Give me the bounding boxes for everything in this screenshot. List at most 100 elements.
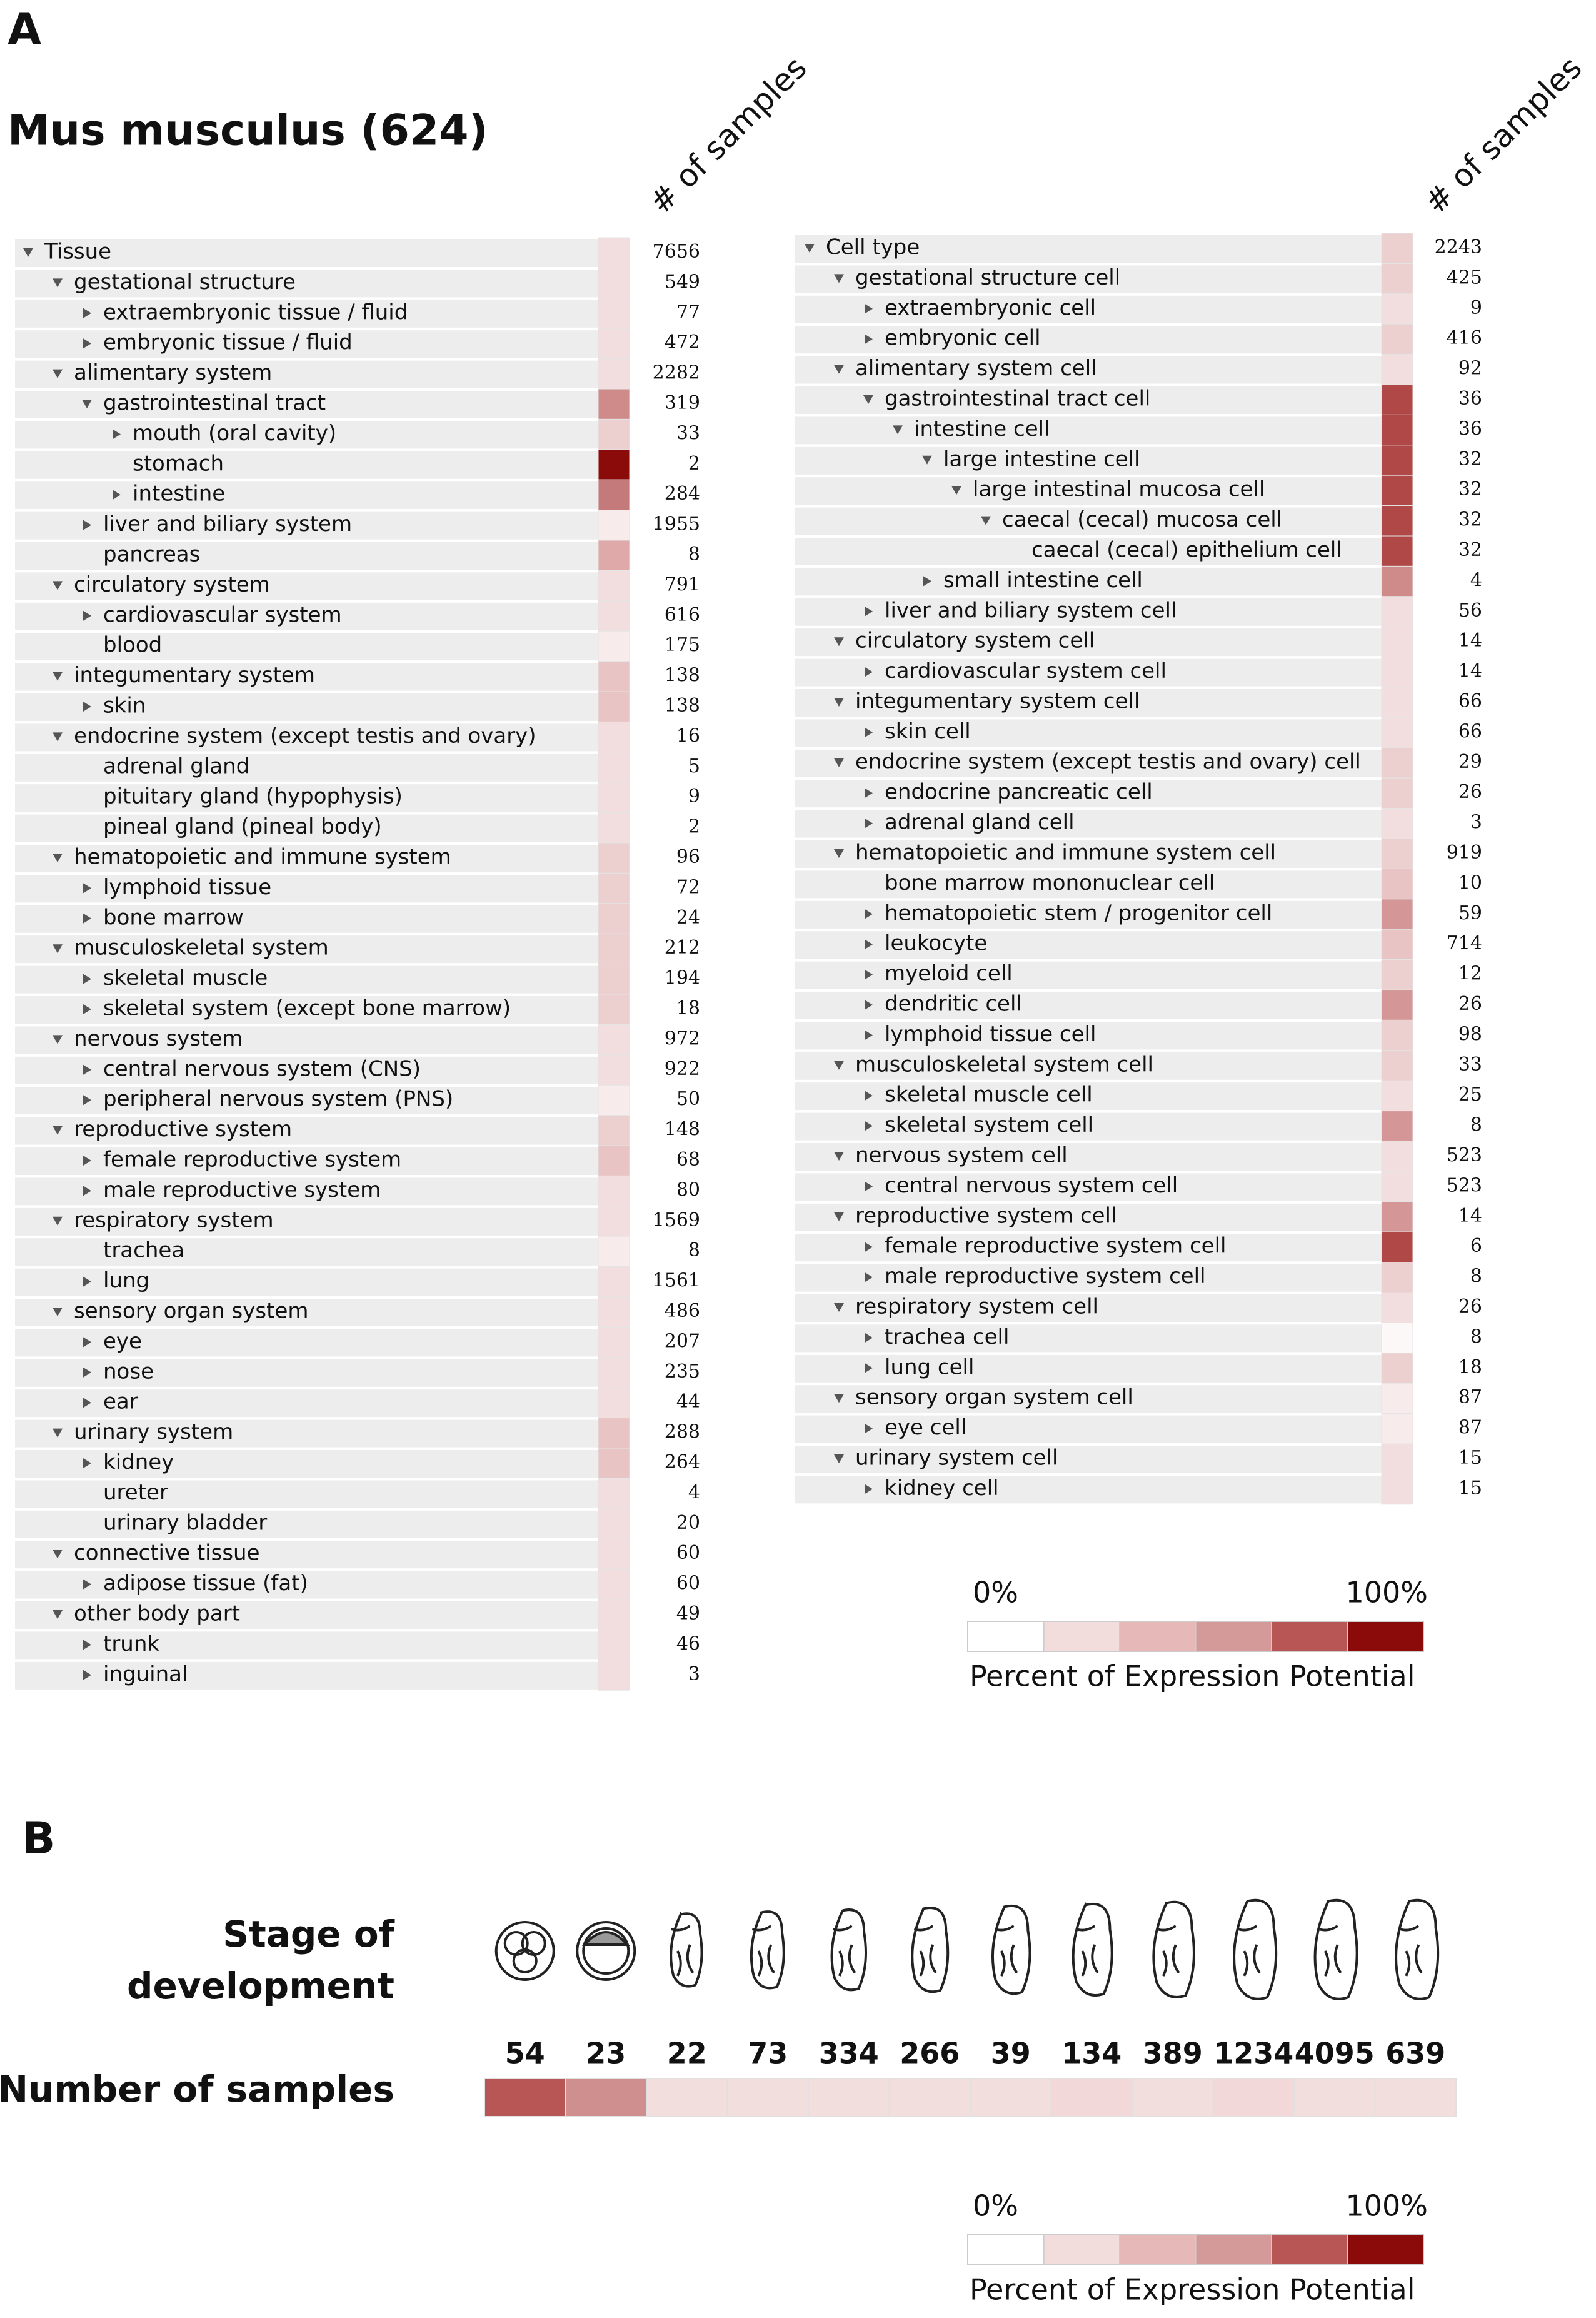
toggle-open [893,425,903,435]
toggle-closed [83,1186,91,1196]
row-count: 25 [1458,1084,1482,1106]
toggle-closed [83,1095,91,1106]
row-strip [15,875,598,903]
heat-cell [598,449,630,480]
heat-cell [1381,1050,1413,1081]
row-label: embryonic tissue / fluid [103,330,353,355]
row-strip [15,239,598,267]
row-count: 36 [1458,388,1482,410]
row-count: 20 [676,1512,700,1534]
row-count: 1561 [653,1270,700,1292]
toggle-closed [865,969,873,980]
row-count: 175 [665,634,700,656]
heat-cell [1381,929,1413,960]
legend-min: 0% [973,1576,1018,1610]
row-strip [795,265,1382,293]
heat-cell [598,933,630,965]
heat-cell [598,994,630,1025]
toggle-open [53,1428,63,1438]
heat-cell [598,1115,630,1146]
row-count: 12 [1458,963,1482,985]
stage-count: 73 [748,2037,788,2070]
heat-cell [1381,263,1413,295]
toggle-open [834,698,844,707]
row-count: 26 [1458,1296,1482,1318]
row-label: adrenal gland cell [885,810,1075,835]
row-label: inguinal [103,1661,188,1686]
stage-count: 4095 [1295,2037,1375,2070]
toggle-open [834,1061,844,1070]
heat-cell [1381,1473,1413,1505]
row-count: 7656 [653,241,700,263]
row-strip [795,1082,1382,1111]
row-label: Cell type [826,235,920,260]
row-count: 8 [688,1239,700,1261]
row-strip [795,1022,1382,1050]
stage-heat-cell [646,2078,728,2117]
row-label: stomach [133,451,224,476]
row-label: central nervous system (CNS) [103,1056,421,1081]
heat-cell [598,1418,630,1449]
row-count: 32 [1458,509,1482,531]
row-count: 1569 [653,1209,700,1231]
heat-cell [598,630,630,662]
row-label: pineal gland (pineal body) [103,814,382,839]
row-strip [15,965,598,994]
row-strip [15,300,598,328]
toggle-open [53,1550,63,1559]
toggle-closed [83,702,91,712]
row-label: female reproductive system cell [885,1234,1226,1259]
row-label: large intestinal mucosa cell [973,477,1265,502]
toggle-closed [83,1398,91,1408]
row-strip [795,840,1382,868]
row-count: 66 [1458,690,1482,712]
row-label: trachea cell [885,1324,1009,1349]
row-label: reproductive system cell [855,1203,1117,1228]
row-label: cardiovascular system cell [885,658,1167,683]
row-label: hematopoietic and immune system cell [855,840,1276,865]
heat-cell [598,1508,630,1539]
row-strip [15,693,598,721]
row-label: respiratory system cell [855,1294,1098,1319]
heat-cell [1381,1443,1413,1474]
heat-cell [598,328,630,360]
row-strip [15,481,598,510]
row-strip [795,446,1382,475]
heat-cell [1381,596,1413,627]
heat-cell [598,388,630,420]
row-strip [795,658,1382,687]
toggle-open [834,1303,844,1312]
toggle-closed [865,1363,873,1373]
row-count: 972 [665,1027,700,1049]
row-label: connective tissue [74,1541,260,1566]
stage-count: 334 [819,2037,879,2070]
row-label: large intestine cell [943,446,1140,471]
toggle-open [805,244,815,253]
stage-icon [576,1921,636,1981]
row-strip [15,663,598,691]
toggle-closed [865,818,873,829]
row-strip [15,723,598,752]
toggle-open [53,1216,63,1226]
row-strip [795,1234,1382,1262]
row-count: 15 [1458,1477,1482,1499]
row-count: 32 [1458,539,1482,561]
row-count: 416 [1447,327,1482,349]
row-label: alimentary system cell [855,356,1097,381]
row-count: 66 [1458,720,1482,742]
heat-cell [1381,1080,1413,1112]
heat-cell [1381,1322,1413,1354]
row-label: Tissue [44,239,111,265]
row-count: 284 [665,483,700,505]
toggle-open [834,1212,844,1221]
row-count: 68 [676,1149,700,1171]
toggle-closed [83,338,91,349]
row-count: 212 [665,937,700,959]
samples-label: Number of samples [0,2068,394,2110]
heat-cell [598,872,630,904]
row-count: 10 [1458,872,1482,894]
body [750,1910,785,1990]
toggle-closed [865,1030,873,1041]
toggle-closed [83,1276,91,1287]
